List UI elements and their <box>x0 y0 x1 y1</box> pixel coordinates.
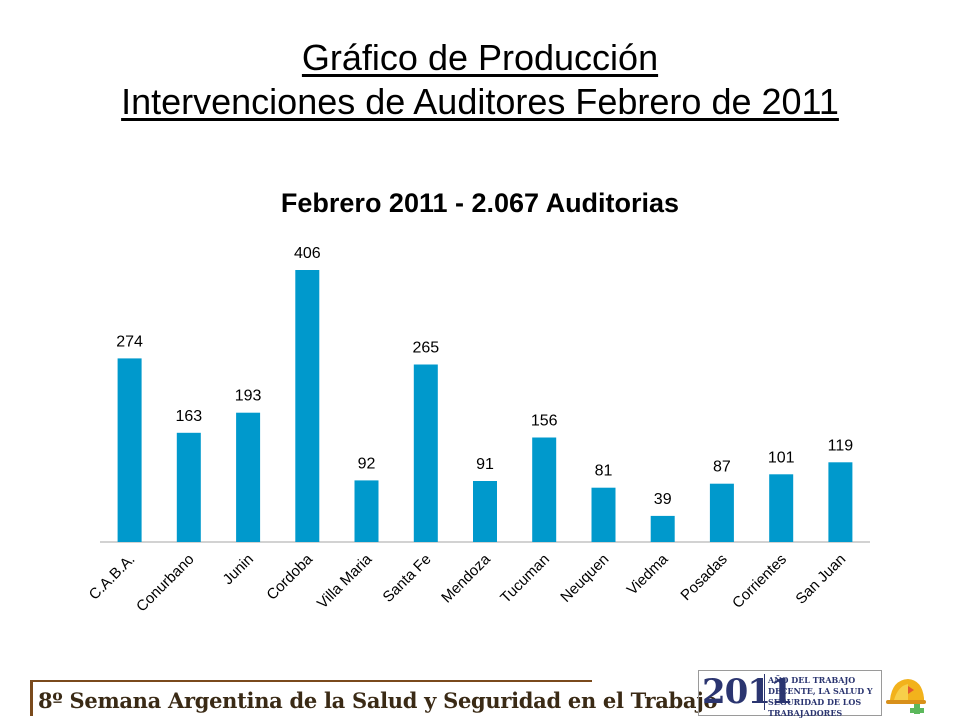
hard-hat-icon <box>886 679 926 714</box>
bar-san-juan <box>828 462 853 542</box>
x-tick-label: Villa Maria <box>314 550 376 612</box>
slide-title: Gráfico de Producción Intervenciones de … <box>0 36 960 124</box>
x-tick-label: Corrientes <box>729 551 790 612</box>
x-tick-label: San Juan <box>792 551 849 608</box>
data-label: 156 <box>531 413 558 430</box>
bar-corrientes <box>769 474 794 542</box>
bar-neuquen <box>591 487 616 542</box>
data-label: 91 <box>476 456 494 473</box>
bar-villa-maria <box>354 480 379 542</box>
event-logo: 2011 AÑO DEL TRABAJO DECENTE, LA SALUD Y… <box>698 670 930 718</box>
data-label: 39 <box>654 491 672 508</box>
data-label: 265 <box>412 340 439 357</box>
x-tick-label: Neuquen <box>557 551 612 606</box>
data-label: 274 <box>116 333 143 350</box>
bar-conurbano <box>176 432 201 542</box>
slide-title-line1: Gráfico de Producción <box>301 37 659 78</box>
data-label: 92 <box>358 455 376 472</box>
x-tick-label: Tucuman <box>497 551 553 607</box>
bar-posadas <box>709 483 734 542</box>
footer-left-bar <box>30 682 33 716</box>
footer-rule <box>30 680 592 682</box>
x-tick-label: Conurbano <box>133 551 198 616</box>
x-tick-label: Junin <box>220 551 257 588</box>
footer-banner: 8º Semana Argentina de la Salud y Seguri… <box>30 676 718 716</box>
x-tick-label: Mendoza <box>438 550 494 606</box>
data-label: 193 <box>235 388 262 405</box>
bar-santa-fe <box>413 364 438 542</box>
logo-year: 2011 <box>702 672 794 712</box>
bar-tucuman <box>532 437 557 542</box>
data-label: 119 <box>828 437 854 454</box>
x-tick-label: Cordoba <box>263 550 316 603</box>
data-label: 81 <box>595 463 613 480</box>
logo-frame <box>698 670 882 716</box>
data-label: 101 <box>768 449 795 466</box>
data-label: 163 <box>175 408 202 425</box>
logo-text: AÑO DEL TRABAJO DECENTE, LA SALUD Y SEGU… <box>768 675 873 718</box>
footer-text: 8º Semana Argentina de la Salud y Seguri… <box>38 688 718 713</box>
logo-separator <box>764 674 765 710</box>
x-tick-label: Viedma <box>624 550 672 598</box>
x-tick-label: Santa Fe <box>380 551 435 606</box>
bar-mendoza <box>473 481 497 542</box>
x-tick-label: C.A.B.A. <box>86 551 139 604</box>
bar-junin <box>236 412 261 542</box>
bar-cordoba <box>295 270 320 542</box>
bar-chart: 274 C.A.B.A. 163 Conurbano 193 Junin 406 Cordob… <box>86 245 870 616</box>
slide-title-line2: Intervenciones de Auditores Febrero de 2… <box>121 81 839 122</box>
bar-c-a-b-a- <box>117 358 142 542</box>
data-label: 406 <box>294 245 321 262</box>
bar-viedma <box>650 515 675 542</box>
chart-title: Febrero 2011 - 2.067 Auditorias <box>280 188 680 218</box>
data-label: 87 <box>713 459 731 476</box>
x-tick-label: Posadas <box>677 551 730 604</box>
